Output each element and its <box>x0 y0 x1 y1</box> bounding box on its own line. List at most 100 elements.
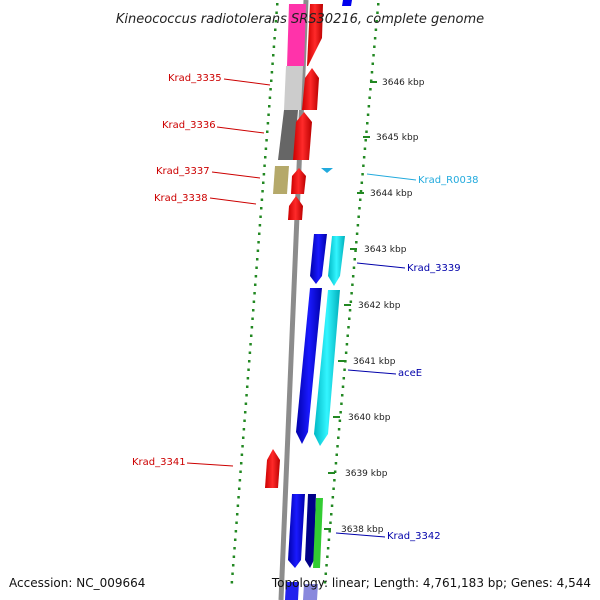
track-dot <box>243 419 246 422</box>
track-dot <box>366 113 370 116</box>
track-dot <box>328 530 331 533</box>
gene-labels: Krad_3335 Krad_3336 Krad_3337 Krad_3338 … <box>132 73 479 542</box>
track-dot <box>326 547 330 550</box>
track-dot <box>236 504 240 507</box>
kbp-tick-3638: 3638 kbp <box>341 525 384 535</box>
gene-krad-3335 <box>302 68 319 110</box>
track-dot <box>238 479 242 482</box>
track-dot <box>373 45 376 48</box>
label-krad-3337[interactable]: Krad_3337 <box>156 166 210 177</box>
track-dot <box>364 139 367 142</box>
track-dot <box>329 521 332 524</box>
track-dot <box>241 436 245 439</box>
track-dot <box>375 20 378 23</box>
kbp-tick-3645: 3645 kbp <box>376 133 419 143</box>
track-dot <box>247 368 250 371</box>
gene-bottom-lavender <box>303 584 318 600</box>
gene-krad-3337 <box>291 168 306 194</box>
gene-krad-3342-green <box>313 498 323 568</box>
track-dot <box>245 394 248 397</box>
label-krad-3335[interactable]: Krad_3335 <box>168 73 222 84</box>
track-dot <box>265 139 268 142</box>
gene-krad-3337-khaki <box>273 166 289 194</box>
kbp-scale: 3646 kbp 3645 kbp 3644 kbp 3643 kbp 3642… <box>324 78 425 535</box>
track-dot <box>333 479 336 482</box>
track-dot <box>361 173 364 176</box>
track-dot <box>333 470 337 473</box>
gene-krad-3339-cyan <box>328 236 345 286</box>
track-dot <box>269 88 272 91</box>
track-dot <box>250 326 254 329</box>
map-title: Kineococcus radiotolerans SRS30216, comp… <box>116 12 484 27</box>
track-dot <box>374 28 378 31</box>
track-dot <box>362 156 366 159</box>
track-dot <box>370 71 374 74</box>
track-dot <box>271 62 274 65</box>
track-dot <box>373 37 377 40</box>
accession-text: Accession: NC_009664 <box>9 576 145 590</box>
track-dot <box>263 164 266 167</box>
track-dot <box>369 79 373 82</box>
track-dot <box>339 411 342 414</box>
track-dot <box>242 428 246 431</box>
label-krad-3342[interactable]: Krad_3342 <box>387 531 441 542</box>
track-dot <box>231 572 234 575</box>
track-dot <box>248 351 252 354</box>
label-acee[interactable]: aceE <box>398 368 422 379</box>
track-dot <box>345 343 349 346</box>
track-dot <box>241 445 244 448</box>
track-dot <box>275 11 278 14</box>
label-krad-r0038[interactable]: Krad_R0038 <box>418 175 479 186</box>
track-dot <box>334 462 338 465</box>
track-dot <box>256 249 260 252</box>
kbp-tick-3642: 3642 kbp <box>358 301 401 311</box>
track-dot <box>337 436 340 439</box>
kbp-tick-3641: 3641 kbp <box>353 357 396 367</box>
label-krad-3338[interactable]: Krad_3338 <box>154 193 208 204</box>
track-dot <box>340 394 344 397</box>
track-dot <box>323 581 327 584</box>
track-dot <box>274 20 278 23</box>
track-dot <box>249 343 252 346</box>
track-dot <box>247 360 251 363</box>
track-dot <box>252 300 256 303</box>
gene-bottom-blue <box>285 582 299 600</box>
track-dot <box>366 122 369 125</box>
track-dot <box>335 453 338 456</box>
track-dot <box>272 45 276 48</box>
track-dot <box>372 54 375 57</box>
track-dot <box>337 428 341 431</box>
track-dot <box>346 334 349 337</box>
track-dot <box>246 377 250 380</box>
track-dot <box>244 402 248 405</box>
gene-pink-top <box>287 4 306 66</box>
track-dot <box>249 334 253 337</box>
track-dot <box>359 190 363 193</box>
track-dot <box>257 232 261 235</box>
track-dot <box>263 156 267 159</box>
track-dot <box>332 487 335 490</box>
track-dot <box>232 555 236 558</box>
track-dot <box>268 96 272 99</box>
track-dot <box>259 215 262 218</box>
track-dot <box>376 11 379 14</box>
label-krad-3341[interactable]: Krad_3341 <box>132 457 186 468</box>
track-dot <box>348 309 352 312</box>
track-dot <box>267 113 270 116</box>
track-dot <box>325 564 328 567</box>
label-krad-3339[interactable]: Krad_3339 <box>407 263 461 274</box>
track-dot <box>266 122 270 125</box>
gene-krad-3342 <box>288 494 305 568</box>
track-dot <box>270 71 274 74</box>
track-dot <box>377 3 380 6</box>
track-dot <box>243 411 247 414</box>
track-dot <box>357 215 360 218</box>
track-dot <box>260 198 264 201</box>
track-dot <box>358 207 361 210</box>
track-dot <box>350 292 353 295</box>
track-dot <box>264 147 268 150</box>
label-krad-3336[interactable]: Krad_3336 <box>162 120 216 131</box>
gene-acee <box>314 290 340 446</box>
track-dot <box>231 564 235 567</box>
kbp-tick-3643: 3643 kbp <box>364 245 407 255</box>
